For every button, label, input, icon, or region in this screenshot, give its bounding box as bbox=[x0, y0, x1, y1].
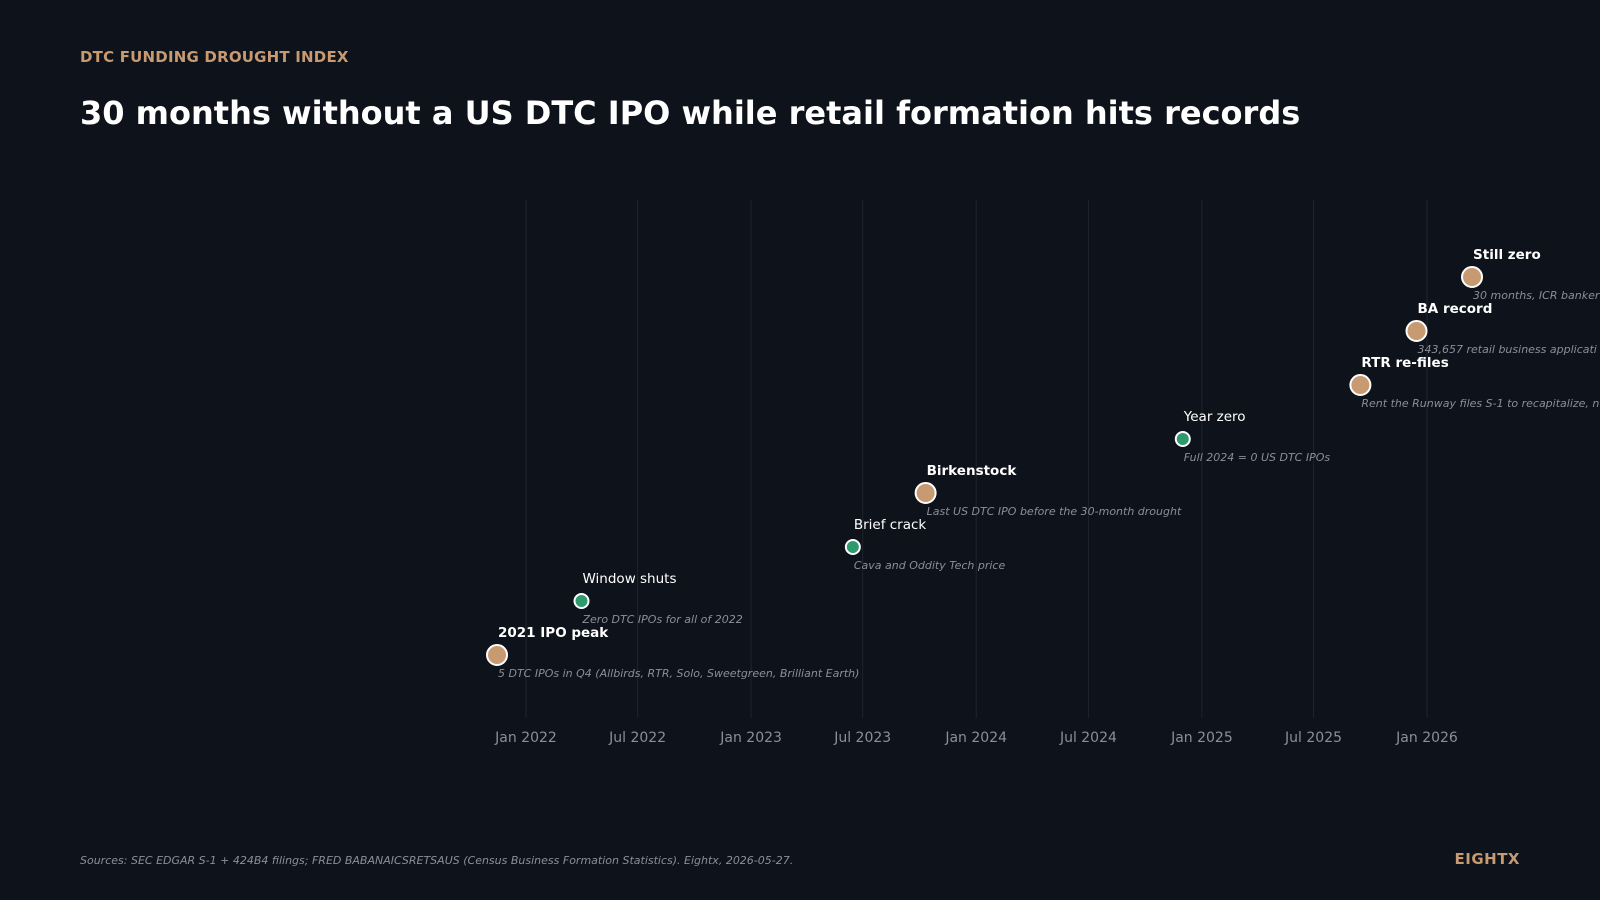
event-note: Full 2024 = 0 US DTC IPOs bbox=[1184, 451, 1331, 464]
event-note: Rent the Runway files S-1 to recapitaliz… bbox=[1361, 397, 1599, 410]
event-label: Birkenstock bbox=[927, 463, 1018, 479]
event-point: Birkenstock Last US DTC IPO before the 30… bbox=[914, 463, 1182, 518]
chart-title: 30 months without a US DTC IPO while ret… bbox=[80, 94, 1301, 132]
event-note: Cava and Oddity Tech price bbox=[854, 559, 1006, 572]
event-label: Year zero bbox=[1183, 409, 1246, 425]
event-note: 30 months, ICR banker bbox=[1473, 289, 1600, 302]
event-point: Brief crack Cava and Oddity Tech price bbox=[844, 517, 1006, 572]
event-point: 2021 IPO peak 5 DTC IPOs in Q4 (Allbirds,… bbox=[486, 625, 859, 680]
event-point: Window shuts Zero DTC IPOs for all of 202… bbox=[573, 571, 743, 626]
x-axis: Jan 2022 Jul 2022 Jan 2023 Jul 2023 Jan 2024… bbox=[494, 730, 1458, 746]
event-point: Year zero Full 2024 = 0 US DTC IPOs bbox=[1174, 409, 1331, 464]
x-tick-label: Jul 2023 bbox=[833, 730, 891, 746]
x-tick-label: Jan 2022 bbox=[494, 730, 557, 746]
event-markers: 2021 IPO peak 5 DTC IPOs in Q4 (Allbirds,… bbox=[486, 247, 1600, 680]
event-label: BA record bbox=[1418, 301, 1493, 317]
chart-eyebrow: DTC FUNDING DROUGHT INDEX bbox=[80, 48, 349, 66]
event-label: RTR re-files bbox=[1361, 355, 1448, 371]
event-marker-major bbox=[486, 644, 509, 666]
event-point: RTR re-files Rent the Runway files S-1 to… bbox=[1349, 355, 1599, 410]
event-label: Still zero bbox=[1473, 247, 1541, 263]
event-marker-major bbox=[914, 482, 937, 504]
event-note: Zero DTC IPOs for all of 2022 bbox=[582, 613, 743, 626]
sources-note: Sources: SEC EDGAR S-1 + 424B4 filings; … bbox=[80, 854, 794, 867]
event-note: Last US DTC IPO before the 30-month drou… bbox=[927, 505, 1182, 518]
event-marker-minor bbox=[1174, 431, 1191, 447]
event-note: 343,657 retail business applicati bbox=[1418, 343, 1597, 356]
x-tick-label: Jan 2024 bbox=[944, 730, 1007, 746]
x-tick-label: Jul 2024 bbox=[1059, 730, 1117, 746]
event-point: Still zero 30 months, ICR banker bbox=[1461, 247, 1600, 302]
event-label: Brief crack bbox=[854, 517, 927, 533]
x-tick-label: Jan 2023 bbox=[719, 730, 782, 746]
x-tick-label: Jul 2025 bbox=[1284, 730, 1342, 746]
x-tick-label: Jan 2026 bbox=[1395, 730, 1458, 746]
event-marker-major bbox=[1461, 266, 1484, 288]
event-point: BA record 343,657 retail business applica… bbox=[1405, 301, 1597, 356]
brand-logo: EIGHTX bbox=[1454, 850, 1520, 868]
event-label: Window shuts bbox=[583, 571, 677, 587]
x-tick-label: Jan 2025 bbox=[1170, 730, 1233, 746]
event-marker-minor bbox=[844, 539, 861, 555]
event-marker-major bbox=[1349, 374, 1372, 396]
event-marker-major bbox=[1405, 320, 1428, 342]
grid-lines bbox=[525, 200, 1428, 718]
event-note: 5 DTC IPOs in Q4 (Allbirds, RTR, Solo, S… bbox=[498, 667, 859, 680]
event-marker-minor bbox=[573, 593, 590, 609]
event-label: 2021 IPO peak bbox=[498, 625, 609, 641]
x-tick-label: Jul 2022 bbox=[608, 730, 666, 746]
